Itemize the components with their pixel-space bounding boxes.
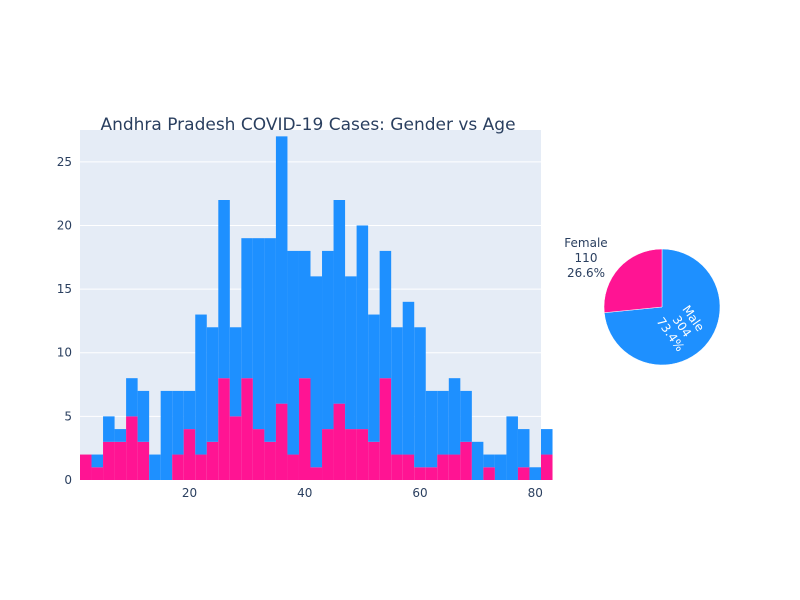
male-bar[interactable] <box>114 429 127 442</box>
male-bar[interactable] <box>103 416 115 442</box>
male-bar[interactable] <box>448 378 461 455</box>
female-bar[interactable] <box>310 467 323 480</box>
female-bar[interactable] <box>183 429 196 480</box>
male-bar[interactable] <box>356 225 369 430</box>
female-bar[interactable] <box>206 441 219 480</box>
y-tick-label: 5 <box>64 409 72 423</box>
pie-slice-female[interactable] <box>603 248 663 313</box>
y-tick-label: 25 <box>57 155 72 169</box>
female-bar[interactable] <box>333 403 346 480</box>
female-bar[interactable] <box>414 467 426 480</box>
male-bar[interactable] <box>241 238 253 379</box>
male-bar[interactable] <box>414 327 426 468</box>
female-bar[interactable] <box>483 467 495 480</box>
pie-label-female: 26.6% <box>567 266 605 280</box>
y-axis-ticks: 0 5 10 15 20 25 <box>57 155 72 487</box>
female-bar[interactable] <box>264 441 276 480</box>
x-tick-label: 20 <box>182 486 197 500</box>
female-bar[interactable] <box>126 416 138 480</box>
male-bar[interactable] <box>149 454 161 480</box>
male-bar[interactable] <box>460 390 472 442</box>
x-tick-label: 80 <box>528 486 543 500</box>
male-bar[interactable] <box>391 327 403 455</box>
female-bar[interactable] <box>229 416 242 480</box>
x-axis-ticks: 20 40 60 80 <box>182 486 543 500</box>
female-bar[interactable] <box>218 378 230 480</box>
male-bar[interactable] <box>298 250 311 379</box>
male-bar[interactable] <box>425 390 438 468</box>
male-bar[interactable] <box>287 250 299 455</box>
y-tick-label: 20 <box>57 218 72 232</box>
male-bar[interactable] <box>402 301 415 455</box>
male-bar[interactable] <box>206 327 219 442</box>
female-bar[interactable] <box>114 441 127 480</box>
y-tick-label: 10 <box>57 346 72 360</box>
female-bar[interactable] <box>322 429 334 480</box>
female-bar[interactable] <box>517 467 530 480</box>
female-bar[interactable] <box>298 378 311 480</box>
male-bar[interactable] <box>471 441 484 480</box>
pie-label-female: 110 <box>575 251 598 265</box>
female-bar[interactable] <box>541 454 553 480</box>
female-bar[interactable] <box>252 429 265 480</box>
male-bar[interactable] <box>310 276 323 468</box>
female-bar[interactable] <box>103 441 115 480</box>
female-bar[interactable] <box>241 378 253 480</box>
female-bar[interactable] <box>448 454 461 480</box>
male-bar[interactable] <box>229 327 242 417</box>
female-bar[interactable] <box>356 429 369 480</box>
male-bar[interactable] <box>126 378 138 417</box>
female-bar[interactable] <box>172 454 184 480</box>
female-bar[interactable] <box>345 429 357 480</box>
female-bar[interactable] <box>275 403 288 480</box>
male-bar[interactable] <box>160 390 173 480</box>
male-bar[interactable] <box>379 250 392 379</box>
female-bar[interactable] <box>80 454 92 480</box>
female-bar[interactable] <box>91 467 104 480</box>
male-bar[interactable] <box>195 314 207 455</box>
y-tick-label: 0 <box>64 473 72 487</box>
male-bar[interactable] <box>252 238 265 430</box>
female-bar[interactable] <box>195 454 207 480</box>
male-bar[interactable] <box>275 136 288 404</box>
female-bar[interactable] <box>368 441 380 480</box>
female-bar[interactable] <box>402 454 415 480</box>
male-bar[interactable] <box>345 276 357 430</box>
male-bar[interactable] <box>437 390 449 455</box>
female-bar[interactable] <box>379 378 392 480</box>
male-bar[interactable] <box>368 314 380 442</box>
male-bar[interactable] <box>91 454 104 468</box>
male-bar[interactable] <box>506 416 518 480</box>
male-bar[interactable] <box>494 454 507 480</box>
female-bar[interactable] <box>425 467 438 480</box>
male-bar[interactable] <box>322 250 334 430</box>
female-bar[interactable] <box>437 454 449 480</box>
female-bar[interactable] <box>137 441 150 480</box>
male-bar[interactable] <box>218 200 230 379</box>
male-bar[interactable] <box>137 390 150 442</box>
male-bar[interactable] <box>333 200 346 404</box>
male-bar[interactable] <box>172 390 184 455</box>
chart-title: Andhra Pradesh COVID-19 Cases: Gender vs… <box>100 115 515 135</box>
x-tick-label: 40 <box>297 486 312 500</box>
male-bar[interactable] <box>483 454 495 468</box>
male-bar[interactable] <box>264 238 276 442</box>
male-bar[interactable] <box>529 467 541 480</box>
male-bar[interactable] <box>183 390 196 430</box>
female-bar[interactable] <box>460 441 472 480</box>
male-bar[interactable] <box>541 429 553 455</box>
gender-pie-chart[interactable] <box>603 248 721 366</box>
pie-label-female: Female <box>564 236 607 250</box>
female-bar[interactable] <box>287 454 299 480</box>
female-bar[interactable] <box>391 454 403 480</box>
histogram-bars[interactable] <box>80 136 553 480</box>
male-bar[interactable] <box>517 429 530 468</box>
y-tick-label: 15 <box>57 282 72 296</box>
x-tick-label: 60 <box>412 486 427 500</box>
